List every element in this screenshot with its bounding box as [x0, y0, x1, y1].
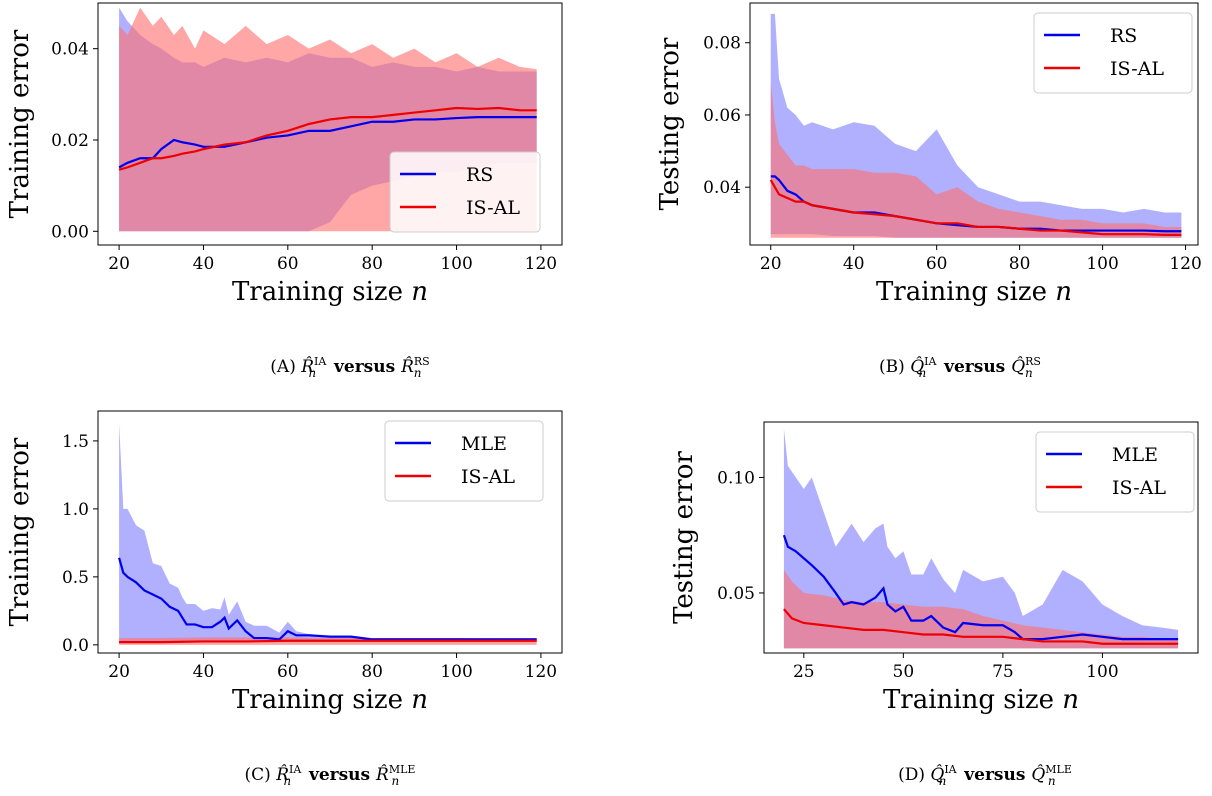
caption-a: (A) R̂IA n versus R̂RS n — [270, 355, 429, 380]
line-mle-c — [118, 557, 537, 641]
y-tick-label: 1.0 — [62, 500, 89, 520]
line-is-al-c — [119, 639, 537, 644]
legend-c: MLE IS-AL — [384, 420, 544, 502]
axes-frame-b — [749, 2, 1199, 246]
x-tick-label: 50 — [893, 662, 915, 682]
y-tick-label: 0.05 — [717, 584, 755, 604]
plot-area-b — [769, 13, 1182, 238]
band-mle-c — [119, 423, 537, 643]
band-is-al-b — [770, 82, 1182, 238]
legend-box — [384, 420, 544, 502]
line-mle-d — [782, 534, 1179, 641]
panel-c: 20 40 60 80 100 120 0.0 0.5 1.0 1.5 Training size … — [5, 410, 563, 788]
legend-label-is-al: IS-AL — [1112, 477, 1166, 499]
legend-d: MLE IS-AL — [1035, 431, 1195, 513]
panel-b: 20 40 60 80 100 120 0.04 0.06 0.08 Training size … — [655, 2, 1202, 380]
legend-a: RS IS-AL — [389, 151, 541, 233]
x-tick-label: 40 — [193, 254, 215, 274]
caption-d: (D) Q̂IA n versus Q̂MLE n — [898, 763, 1072, 788]
band-is-al-d — [783, 569, 1179, 649]
line-is-al-a — [118, 106, 537, 171]
legend-b: RS IS-AL — [1033, 12, 1193, 94]
legend-label-mle: MLE — [1112, 444, 1158, 466]
y-axis-label: Testing error — [655, 37, 685, 210]
x-tick-label: 100 — [440, 662, 472, 682]
x-tick-label: 40 — [843, 254, 865, 274]
x-tick-label: 120 — [1169, 254, 1201, 274]
y-tick-label: 1.5 — [62, 432, 89, 452]
legend-box — [1033, 12, 1193, 94]
y-tick-label: 0.08 — [703, 34, 741, 54]
x-tick-label: 120 — [525, 254, 557, 274]
y-tick-label: 0.10 — [717, 468, 755, 488]
x-axis-label: Training size n — [232, 277, 428, 307]
band-mle-d — [783, 428, 1179, 649]
x-tick-label: 20 — [108, 662, 130, 682]
x-axis-label: Training size n — [232, 685, 428, 715]
plot-area-d — [782, 428, 1179, 649]
legend-label-rs: RS — [1110, 25, 1137, 47]
x-tick-label: 100 — [1086, 254, 1118, 274]
plot-area-c — [118, 423, 537, 645]
axes-frame-d — [763, 421, 1199, 654]
x-tick-label: 20 — [108, 254, 130, 274]
x-axis-label: Training size n — [876, 277, 1072, 307]
legend-label-rs: RS — [466, 164, 493, 186]
x-tick-label: 20 — [760, 254, 782, 274]
x-tick-label: 100 — [440, 254, 472, 274]
x-axis-label: Training size n — [883, 685, 1079, 715]
y-axis-label: Training error — [5, 437, 35, 626]
legend-label-mle: MLE — [461, 433, 507, 455]
y-tick-label: 0.0 — [62, 636, 89, 656]
panel-d: 25 50 75 100 0.05 0.10 Training size n Testing … — [669, 421, 1199, 788]
caption-b: (B) Q̂IA n versus Q̂RS n — [879, 355, 1041, 380]
legend-label-is-al: IS-AL — [1110, 58, 1164, 80]
x-tick-label: 80 — [1009, 254, 1031, 274]
line-rs-a — [118, 116, 537, 169]
y-axis-label: Training error — [5, 29, 35, 218]
panel-a: 20 40 60 80 100 120 0.00 0.02 0.04 Training size … — [5, 2, 563, 380]
x-tick-label: 80 — [361, 254, 383, 274]
y-axis-label: Testing error — [669, 451, 699, 624]
axes-frame-a — [97, 2, 563, 246]
x-tick-label: 25 — [793, 662, 815, 682]
y-tick-label: 0.06 — [703, 106, 741, 126]
x-tick-label: 100 — [1086, 662, 1118, 682]
legend-label-is-al: IS-AL — [461, 466, 515, 488]
legend-box — [1035, 431, 1195, 513]
x-tick-label: 80 — [361, 662, 383, 682]
x-tick-label: 60 — [926, 254, 948, 274]
y-tick-label: 0.04 — [51, 40, 89, 60]
y-tick-label: 0.02 — [51, 131, 89, 151]
y-tick-label: 0.5 — [62, 568, 89, 588]
x-tick-label: 75 — [992, 662, 1014, 682]
x-tick-label: 120 — [525, 662, 557, 682]
line-is-al-b — [769, 179, 1182, 236]
y-tick-label: 0.00 — [51, 222, 89, 242]
x-tick-label: 40 — [193, 662, 215, 682]
legend-label-is-al: IS-AL — [466, 197, 520, 219]
line-is-al-d — [783, 608, 1179, 645]
axes-frame-c — [97, 410, 563, 654]
x-tick-label: 60 — [277, 662, 299, 682]
caption-c: (C) R̂IA n versus R̂MLE n — [245, 763, 416, 788]
y-tick-label: 0.04 — [703, 178, 741, 198]
legend-box — [389, 151, 541, 233]
x-tick-label: 60 — [277, 254, 299, 274]
